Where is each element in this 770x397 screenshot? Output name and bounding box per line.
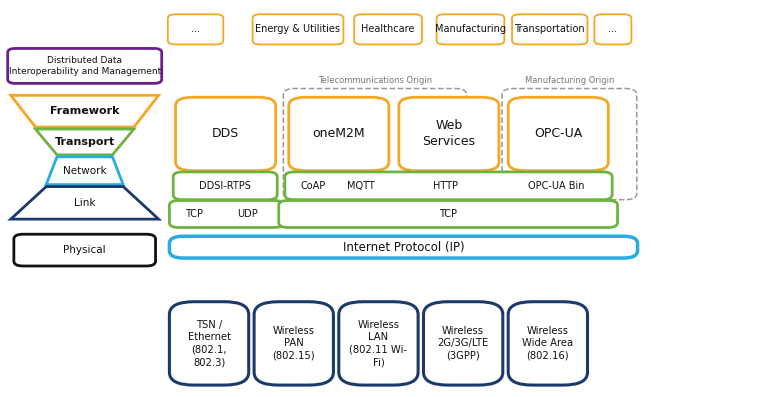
Text: ...: ... xyxy=(191,24,200,35)
Text: TCP: TCP xyxy=(185,209,203,219)
Text: Transport: Transport xyxy=(55,137,115,147)
Text: Manufacturing: Manufacturing xyxy=(435,24,506,35)
FancyBboxPatch shape xyxy=(291,175,335,196)
FancyBboxPatch shape xyxy=(508,97,608,171)
FancyBboxPatch shape xyxy=(508,175,605,196)
FancyBboxPatch shape xyxy=(400,175,492,196)
Text: Wireless
Wide Area
(802.16): Wireless Wide Area (802.16) xyxy=(522,326,574,361)
FancyBboxPatch shape xyxy=(176,204,213,224)
Text: Distributed Data
Interoperability and Management: Distributed Data Interoperability and Ma… xyxy=(8,56,161,76)
FancyBboxPatch shape xyxy=(254,302,333,385)
FancyBboxPatch shape xyxy=(437,14,504,44)
FancyBboxPatch shape xyxy=(594,14,631,44)
Text: UDP: UDP xyxy=(237,209,257,219)
FancyBboxPatch shape xyxy=(339,175,383,196)
Text: Wireless
2G/3G/LTE
(3GPP): Wireless 2G/3G/LTE (3GPP) xyxy=(437,326,489,361)
Text: Energy & Utilities: Energy & Utilities xyxy=(256,24,340,35)
Text: Wireless
LAN
(802.11 Wi-
Fi): Wireless LAN (802.11 Wi- Fi) xyxy=(350,320,407,367)
FancyBboxPatch shape xyxy=(279,200,618,227)
Text: Telecommunications Origin: Telecommunications Origin xyxy=(318,76,432,85)
Text: Wireless
PAN
(802.15): Wireless PAN (802.15) xyxy=(273,326,315,361)
FancyBboxPatch shape xyxy=(354,14,422,44)
FancyBboxPatch shape xyxy=(169,236,638,258)
FancyBboxPatch shape xyxy=(14,234,156,266)
Polygon shape xyxy=(35,129,134,155)
Text: Link: Link xyxy=(74,198,95,208)
FancyBboxPatch shape xyxy=(217,204,277,224)
Text: DDS: DDS xyxy=(212,127,239,141)
FancyBboxPatch shape xyxy=(169,200,283,227)
FancyBboxPatch shape xyxy=(169,302,249,385)
FancyBboxPatch shape xyxy=(285,172,612,200)
Text: Network: Network xyxy=(63,166,106,176)
Text: TSN /
Ethernet
(802.1,
802.3): TSN / Ethernet (802.1, 802.3) xyxy=(188,320,230,367)
FancyBboxPatch shape xyxy=(289,97,389,171)
FancyBboxPatch shape xyxy=(285,204,612,224)
FancyBboxPatch shape xyxy=(173,172,277,200)
FancyBboxPatch shape xyxy=(168,14,223,44)
Text: HTTP: HTTP xyxy=(434,181,458,191)
Polygon shape xyxy=(11,187,159,219)
Text: Manufacturing Origin: Manufacturing Origin xyxy=(524,76,614,85)
FancyBboxPatch shape xyxy=(179,175,270,196)
FancyBboxPatch shape xyxy=(508,302,588,385)
Polygon shape xyxy=(11,95,159,127)
FancyBboxPatch shape xyxy=(176,97,276,171)
Text: Healthcare: Healthcare xyxy=(361,24,415,35)
FancyBboxPatch shape xyxy=(253,14,343,44)
Text: Framework: Framework xyxy=(50,106,119,116)
FancyBboxPatch shape xyxy=(339,302,418,385)
Text: OPC-UA Bin: OPC-UA Bin xyxy=(528,181,585,191)
Text: MQTT: MQTT xyxy=(346,181,375,191)
FancyBboxPatch shape xyxy=(424,302,503,385)
Text: Web
Services: Web Services xyxy=(423,119,475,148)
Text: Physical: Physical xyxy=(63,245,106,255)
FancyBboxPatch shape xyxy=(8,48,162,83)
Polygon shape xyxy=(46,157,123,185)
FancyBboxPatch shape xyxy=(399,97,499,171)
Text: Transportation: Transportation xyxy=(514,24,585,35)
FancyBboxPatch shape xyxy=(512,14,588,44)
Text: TCP: TCP xyxy=(440,209,457,219)
Text: OPC-UA: OPC-UA xyxy=(534,127,582,141)
Text: DDSI-RTPS: DDSI-RTPS xyxy=(199,181,251,191)
Text: oneM2M: oneM2M xyxy=(313,127,365,141)
Text: Internet Protocol (IP): Internet Protocol (IP) xyxy=(343,241,464,254)
Text: CoAP: CoAP xyxy=(300,181,326,191)
Text: ...: ... xyxy=(608,24,618,35)
